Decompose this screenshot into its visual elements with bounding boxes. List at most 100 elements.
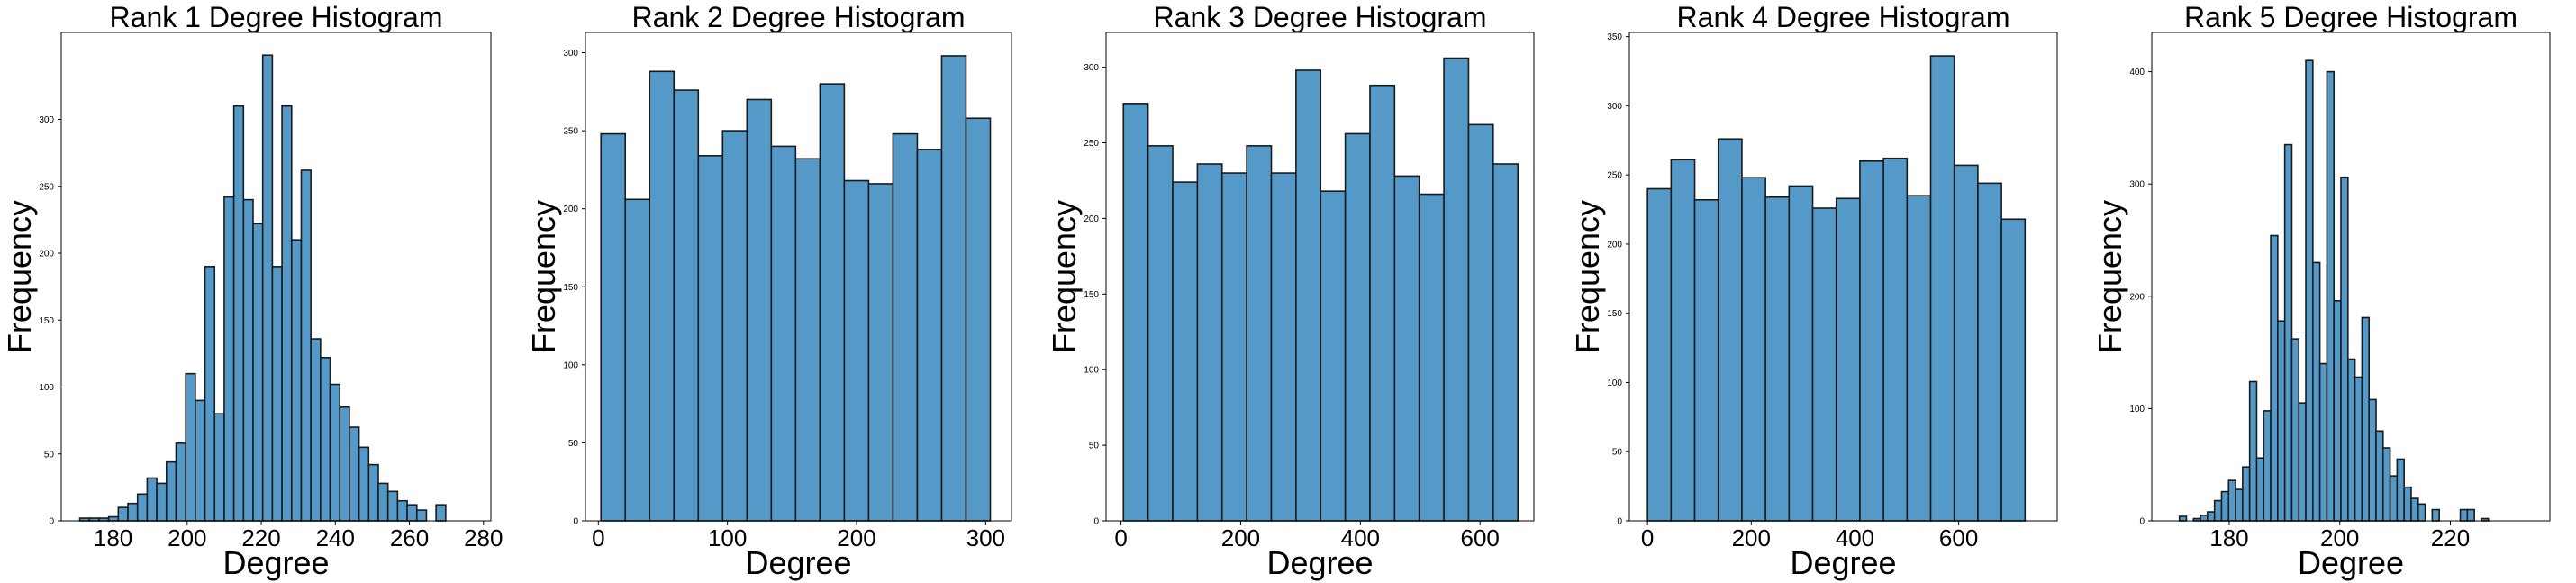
histogram-bar	[377, 482, 389, 522]
y-axis-label: Frequency	[525, 200, 562, 353]
histogram-bar	[2200, 514, 2209, 522]
x-tick-label: 100	[708, 524, 747, 551]
x-tick-label: 200	[837, 524, 875, 551]
y-tick-label: 250	[39, 182, 54, 192]
histogram-bar	[2283, 143, 2293, 522]
plot-frame	[60, 32, 492, 522]
histogram-bar	[2354, 376, 2363, 522]
histogram-bar	[697, 155, 724, 522]
histogram-bar	[107, 515, 120, 522]
x-tick-label: 180	[94, 524, 132, 551]
y-tick-label: 100	[2129, 405, 2145, 414]
y-tick-label: 250	[563, 127, 578, 137]
x-tick-label: 0	[1114, 524, 1127, 551]
x-tick-label: 600	[1461, 524, 1500, 551]
histogram-bar	[1929, 55, 1955, 522]
plot-frame	[585, 32, 1012, 522]
histogram-bar	[2368, 398, 2377, 522]
histogram-bar	[965, 117, 992, 522]
histogram-bar	[600, 132, 627, 522]
y-axis-label: Frequency	[1569, 200, 1606, 353]
chart-panel-rank-4: Rank 4 Degree Histogram Degree Frequency…	[1569, 1, 2058, 581]
histogram-bar	[2459, 508, 2469, 522]
histogram-bar	[2242, 466, 2251, 522]
plot-frame	[1105, 32, 1535, 522]
histogram-bar	[2333, 299, 2342, 522]
histogram-bar	[1220, 172, 1247, 522]
y-tick-label: 0	[1617, 517, 1622, 527]
x-tick-label: 200	[1732, 524, 1771, 551]
y-axis-label: Frequency	[1, 200, 38, 353]
histogram-bar	[2207, 511, 2216, 522]
histogram-bar	[1764, 196, 1791, 522]
chart-panel-rank-1: Rank 1 Degree Histogram Degree Frequency…	[1, 1, 503, 581]
x-tick-label: 200	[2320, 524, 2359, 551]
histogram-bar	[2347, 358, 2356, 522]
y-axis-label: Frequency	[1046, 200, 1083, 353]
histogram-bar	[1196, 163, 1223, 522]
histogram-bar	[1906, 195, 1932, 522]
histogram-bar	[2410, 497, 2419, 522]
histogram-bar	[415, 509, 428, 522]
histogram-bar	[2431, 508, 2440, 522]
histogram-bar	[916, 149, 943, 522]
histogram-bar	[2381, 447, 2391, 522]
histogram-bar	[2417, 503, 2426, 522]
histogram-bar	[252, 223, 264, 522]
histogram-bar	[146, 477, 158, 522]
y-axis-label: Frequency	[2091, 200, 2128, 353]
chart-panel-rank-2: Rank 2 Degree Histogram Degree Frequency…	[525, 1, 1012, 581]
histogram-bar	[2305, 59, 2314, 522]
y-tick-label: 50	[1089, 442, 1100, 451]
y-tick-label: 200	[39, 250, 54, 260]
y-tick-label: 150	[1084, 290, 1099, 300]
histogram-bar	[367, 463, 379, 522]
histogram-bar	[940, 55, 967, 522]
histogram-bar	[2326, 70, 2336, 522]
x-tick-label: 220	[2431, 524, 2470, 551]
histogram-bar	[1646, 187, 1673, 522]
histogram-bar	[1418, 193, 1445, 522]
histogram-bar	[1693, 198, 1719, 522]
x-axis-label: Degree	[1266, 544, 1373, 581]
histogram-bar	[136, 493, 149, 522]
histogram-bar	[1270, 172, 1297, 522]
y-tick-label: 100	[39, 383, 54, 393]
y-tick-label: 200	[2129, 292, 2145, 302]
histogram-bar	[175, 442, 186, 522]
histogram-bar	[1122, 103, 1149, 522]
histogram-bar	[329, 383, 341, 522]
x-tick-label: 180	[2209, 524, 2248, 551]
histogram-bar	[281, 105, 293, 522]
histogram-bars	[1646, 55, 2027, 522]
histogram-bar	[213, 413, 225, 522]
histogram-bar	[673, 89, 700, 522]
y-tick-label: 150	[1607, 309, 1622, 319]
histogram-bar	[165, 460, 177, 522]
chart-title: Rank 4 Degree Histogram	[1677, 1, 2010, 33]
x-tick-label: 400	[1341, 524, 1380, 551]
histogram-bar	[406, 504, 418, 522]
x-tick-label: 260	[390, 524, 429, 551]
histogram-bar	[721, 130, 748, 522]
histogram-bar	[2227, 479, 2236, 522]
histogram-bar	[1344, 132, 1371, 522]
histogram-bar	[242, 198, 254, 522]
histogram-bar	[1443, 57, 1470, 522]
histogram-bar	[185, 372, 196, 522]
plot-frame	[2151, 32, 2551, 522]
histogram-bar	[349, 426, 360, 522]
histogram-bar	[1369, 84, 1396, 522]
histogram-bar	[2466, 508, 2475, 522]
histogram-bar	[1393, 175, 1420, 522]
x-axis-label: Degree	[222, 544, 329, 581]
histogram-bar	[2255, 457, 2265, 522]
y-tick-label: 0	[573, 517, 578, 527]
x-tick-label: 400	[1836, 524, 1874, 551]
histogram-bar	[2270, 234, 2279, 522]
histogram-bar	[1246, 145, 1273, 522]
histogram-bar	[2375, 430, 2384, 522]
histogram-bar	[2000, 218, 2027, 522]
y-tick-label: 0	[49, 517, 54, 527]
y-tick-label: 350	[1607, 32, 1622, 42]
